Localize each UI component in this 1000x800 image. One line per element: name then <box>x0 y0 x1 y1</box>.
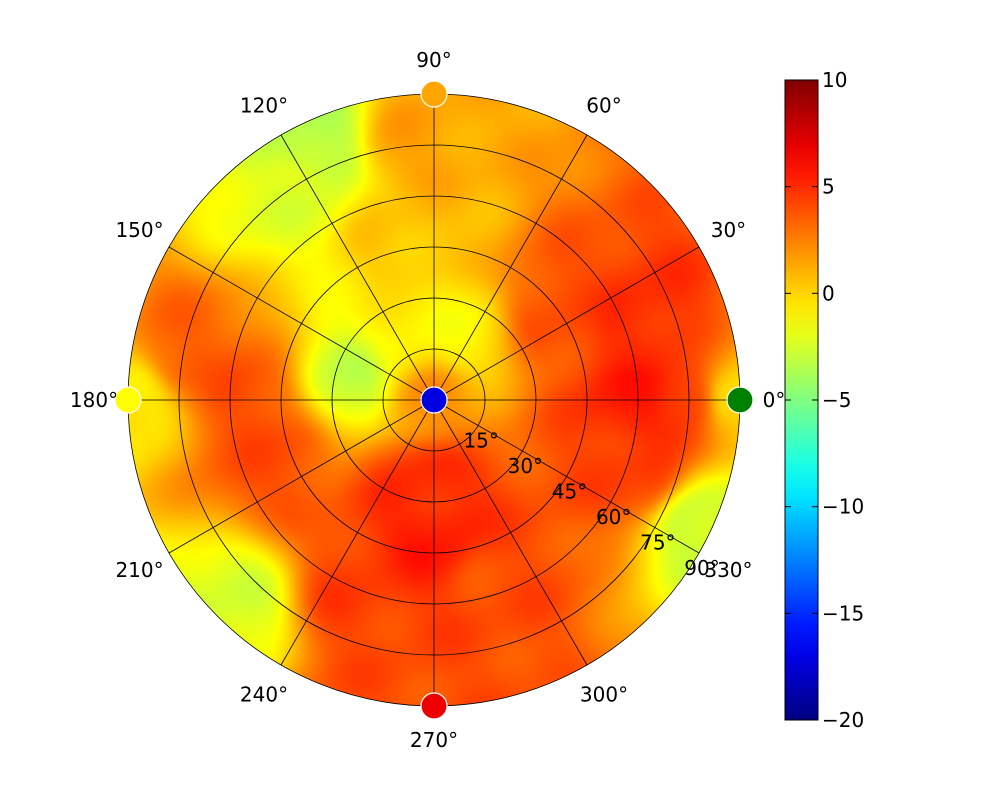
theta-grid-line <box>433 134 588 401</box>
data-marker <box>114 386 142 414</box>
theta-tick-label: 0° <box>763 388 786 412</box>
theta-grid-line <box>433 399 588 666</box>
radial-tick-label: 75° <box>640 531 675 555</box>
data-marker <box>420 692 448 720</box>
theta-tick-label: 210° <box>115 558 163 582</box>
data-marker <box>726 386 754 414</box>
theta-grid-line <box>433 399 700 554</box>
colorbar-ticks: 10 5 0 −5 −10 −15 −20 <box>785 68 864 732</box>
theta-grid-line <box>280 399 435 666</box>
theta-tick-label: 300° <box>580 682 628 706</box>
theta-tick-label: 240° <box>240 682 288 706</box>
theta-tick-label: 150° <box>115 218 163 242</box>
theta-tick-label: 90° <box>416 48 451 72</box>
colorbar-tick-label: 0 <box>822 281 835 305</box>
theta-tick-label: 270° <box>410 728 458 752</box>
radial-tick-labels: 15° 30° 45° 60° 75° 90° <box>463 429 719 581</box>
theta-tick-label: 120° <box>240 94 288 118</box>
colorbar-tick-label: 5 <box>822 175 835 199</box>
colorbar-tick-label: 10 <box>822 68 847 92</box>
radial-tick-label: 60° <box>596 505 631 529</box>
theta-grid-line <box>433 246 700 401</box>
polar-plot-area: 0° 30° 60° 90° 120° 150° 180° 210° 240° 270° 300° 3… <box>70 48 785 752</box>
colorbar-tick-label: −20 <box>822 708 864 732</box>
theta-tick-label: 30° <box>711 218 746 242</box>
theta-grid-line <box>168 399 435 554</box>
theta-tick-labels: 0° 30° 60° 90° 120° 150° 180° 210° 240° 270° 300° 3… <box>70 48 785 752</box>
theta-tick-label: 330° <box>704 558 752 582</box>
data-marker <box>420 80 448 108</box>
theta-grid-line <box>280 134 435 401</box>
radial-tick-label: 45° <box>552 480 587 504</box>
theta-tick-label: 180° <box>70 388 118 412</box>
theta-tick-label: 60° <box>586 94 621 118</box>
radial-tick-label: 30° <box>508 454 543 478</box>
data-marker <box>420 386 448 414</box>
colorbar-tick-label: −10 <box>822 495 864 519</box>
radial-tick-label: 15° <box>463 429 498 453</box>
markers <box>114 80 754 720</box>
colorbar-tick-label: −5 <box>822 388 851 412</box>
colorbar-tick-label: −15 <box>822 601 864 625</box>
theta-grid-line <box>168 246 435 401</box>
radial-tick-label: 90° <box>684 556 719 580</box>
colorbar: 10 5 0 −5 −10 −15 −20 <box>784 68 864 732</box>
